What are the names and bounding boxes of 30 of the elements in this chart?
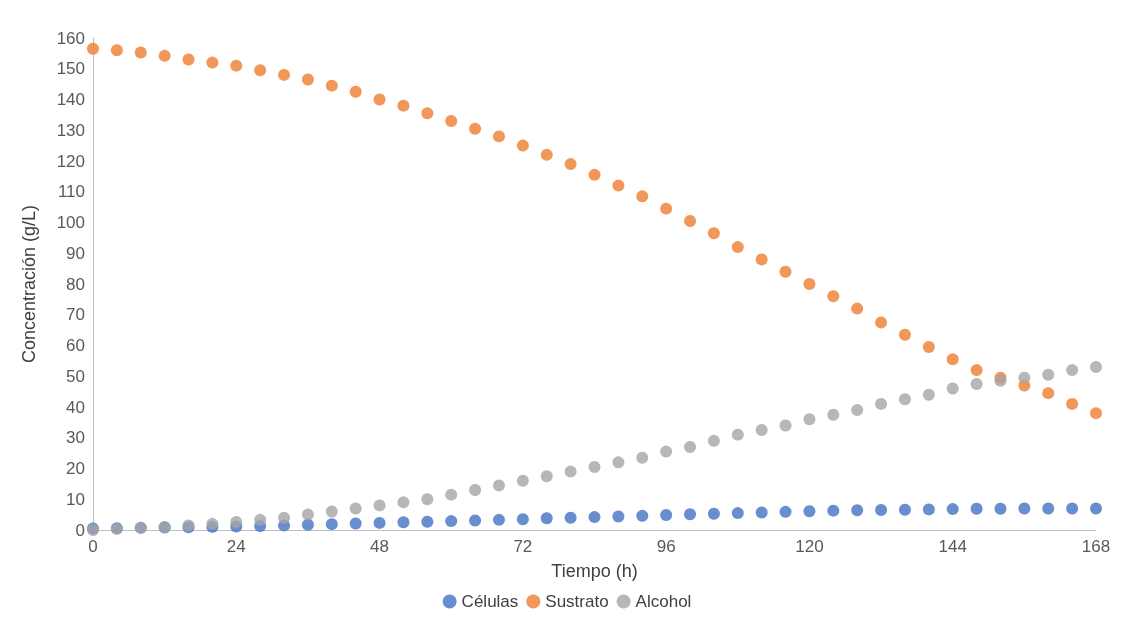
y-tick-label: 0 bbox=[75, 520, 85, 540]
y-tick-label: 140 bbox=[56, 90, 85, 109]
y-tick-label: 120 bbox=[56, 151, 85, 171]
legend-label: Sustrato bbox=[545, 592, 609, 611]
y-tick-label: 100 bbox=[56, 213, 85, 232]
y-tick-label: 50 bbox=[66, 366, 85, 386]
y-tick-label: 30 bbox=[66, 428, 85, 448]
y-tick-label: 20 bbox=[66, 459, 85, 478]
y-tick-label: 130 bbox=[56, 120, 85, 140]
y-tick-label: 150 bbox=[56, 59, 85, 79]
y-axis-title: Concentración (g/L) bbox=[19, 204, 39, 364]
y-tick-label: 80 bbox=[66, 274, 85, 294]
y-tick-label: 90 bbox=[66, 243, 85, 263]
x-tick-label: 120 bbox=[795, 537, 824, 556]
x-tick-label: 0 bbox=[88, 537, 98, 556]
legend-label: Alcohol bbox=[635, 592, 692, 611]
y-tick-label: 60 bbox=[66, 336, 85, 355]
x-tick-label: 24 bbox=[226, 537, 246, 556]
y-tick-label: 10 bbox=[66, 489, 85, 509]
legend-label: Células bbox=[461, 592, 519, 611]
x-tick-label: 48 bbox=[370, 537, 390, 556]
y-tick-label: 70 bbox=[66, 305, 85, 325]
y-tick-label: 110 bbox=[57, 182, 85, 202]
y-tick-label: 160 bbox=[56, 28, 85, 48]
x-tick-label: 144 bbox=[938, 537, 967, 556]
x-tick-label: 72 bbox=[513, 537, 533, 556]
y-tick-label: 40 bbox=[66, 397, 85, 417]
x-axis-title: Tiempo (h) bbox=[551, 561, 638, 581]
x-tick-label: 96 bbox=[656, 537, 676, 556]
x-tick-label: 168 bbox=[1081, 537, 1111, 556]
